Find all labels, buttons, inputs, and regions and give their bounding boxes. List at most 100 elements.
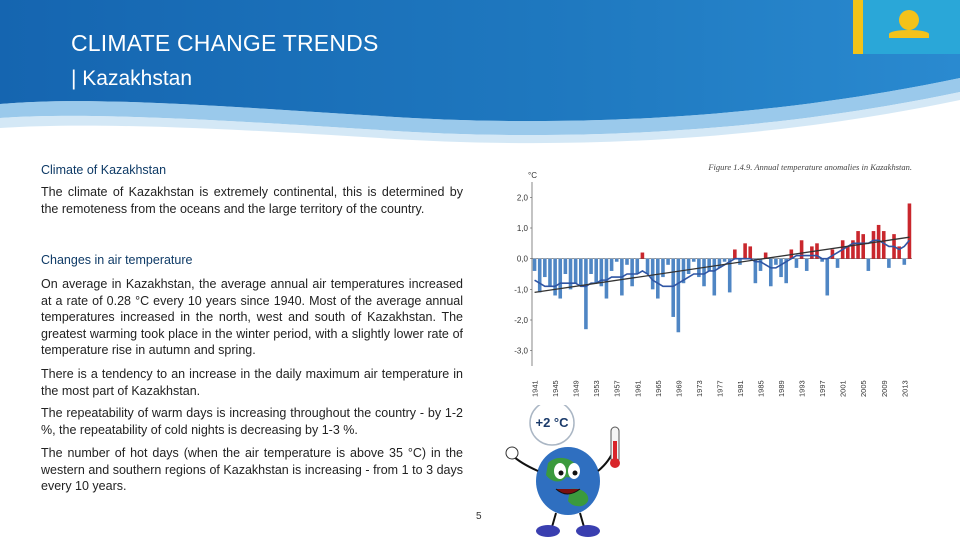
x-tick-label: 1981 [736, 380, 745, 397]
chart-bar [630, 258, 634, 287]
mascot-mouth-icon [555, 488, 581, 495]
globe-mascot-illustration: +2 °C [505, 405, 620, 537]
x-tick-label: 2005 [859, 380, 868, 397]
temperature-anomaly-chart: Figure 1.4.9. Annual temperature anomali… [514, 162, 912, 397]
temperature-badge-text: +2 °C [535, 415, 569, 430]
thermometer-mercury [613, 441, 617, 461]
chart-bar [799, 240, 804, 259]
mascot-legs [551, 512, 585, 528]
flag-ornament-strip [853, 0, 863, 54]
chart-bar [804, 258, 809, 271]
chart-bar [656, 258, 660, 299]
y-tick-label: 0,0 [517, 255, 529, 264]
header-wave [0, 0, 960, 144]
chart-y-unit-label: °C [528, 171, 537, 180]
paragraph-warm-days: The repeatability of warm days is increa… [41, 406, 463, 437]
y-tick-label: -3,0 [514, 347, 528, 356]
section-heading-climate: Climate of Kazakhstan [41, 163, 167, 177]
chart-bar [774, 258, 778, 265]
chart-bar [599, 258, 604, 287]
chart-bar [558, 258, 563, 299]
page-number: 5 [476, 511, 482, 522]
chart-bar [748, 246, 753, 259]
chart-bar [563, 258, 568, 274]
thermometer-bulb [610, 458, 620, 468]
x-tick-label: 1985 [757, 380, 766, 397]
chart-bar [584, 258, 588, 330]
chart-bar [640, 252, 645, 259]
paragraph-average-temperature: On average in Kazakhstan, the average an… [41, 277, 463, 357]
chart-bar [614, 258, 619, 262]
paragraph-climate: The climate of Kazakhstan is extremely c… [41, 185, 463, 216]
x-tick-label: 1957 [613, 380, 622, 397]
kazakhstan-flag-icon [863, 0, 960, 54]
chart-bar [830, 249, 835, 259]
chart-bar [537, 258, 542, 293]
chart-bar [784, 258, 788, 284]
globe-body-icon [536, 447, 600, 515]
chart-bar [589, 258, 593, 274]
chart-bar [851, 240, 855, 259]
y-tick-label: -1,0 [514, 285, 528, 294]
chart-bar [609, 258, 614, 271]
chart-bar [758, 258, 763, 271]
chart-bar [866, 258, 871, 271]
chart-bar [779, 258, 783, 278]
mascot-shoe-icon [536, 525, 560, 537]
chart-bar [810, 246, 814, 259]
x-tick-label: 1977 [715, 380, 724, 397]
chart-bar [881, 231, 886, 259]
x-tick-label: 1941 [531, 380, 540, 397]
y-tick-label: 2,0 [517, 193, 529, 202]
x-tick-label: 1949 [572, 380, 581, 397]
chart-bar [578, 258, 583, 287]
x-tick-label: 1961 [633, 380, 642, 397]
chart-bar [902, 258, 907, 265]
chart-bar [733, 249, 737, 259]
chart-bar [532, 258, 537, 271]
chart-bar [594, 258, 598, 284]
chart-bar [825, 258, 830, 296]
section-heading-air-temperature: Changes in air temperature [41, 253, 193, 267]
chart-bar [794, 258, 799, 268]
page-subtitle: | Kazakhstan [71, 67, 193, 90]
x-tick-label: 2001 [839, 380, 848, 397]
chart-bar [686, 258, 691, 274]
chart-bar [861, 234, 866, 259]
chart-bar [604, 258, 609, 299]
chart-bar [712, 258, 717, 296]
chart-bar [897, 246, 901, 259]
paragraph-daily-maximum: There is a tendency to an increase in th… [41, 367, 463, 398]
x-tick-label: 1989 [777, 380, 786, 397]
x-tick-label: 1945 [551, 380, 560, 397]
chart-title: Figure 1.4.9. Annual temperature anomali… [707, 162, 912, 172]
chart-bar [763, 252, 768, 259]
chart-bar [871, 231, 876, 259]
x-tick-label: 2013 [900, 380, 909, 397]
chart-bar [907, 203, 912, 259]
flag-eagle-icon [889, 30, 929, 38]
chart-bar [707, 258, 711, 271]
chart-bar [671, 258, 676, 317]
chart-bar [702, 258, 706, 287]
x-tick-label: 1997 [818, 380, 827, 397]
chart-bar [691, 258, 696, 262]
y-tick-label: 1,0 [517, 224, 529, 233]
mascot-glove-icon [505, 446, 519, 460]
chart-bar [548, 258, 552, 287]
y-tick-label: -2,0 [514, 316, 528, 325]
page-title: CLIMATE CHANGE TRENDS [71, 30, 379, 56]
chart-bar [650, 258, 655, 290]
chart-bar [835, 258, 840, 268]
chart-bar [573, 258, 578, 284]
chart-bar [820, 258, 824, 262]
x-tick-label: 1953 [592, 380, 601, 397]
chart-bar [753, 258, 758, 284]
chart-bar [727, 258, 732, 293]
mascot-shoe-icon [576, 525, 600, 537]
chart-bar [635, 258, 640, 274]
header-banner: CLIMATE CHANGE TRENDS | Kazakhstan [0, 0, 960, 150]
chart-bar [887, 258, 891, 268]
chart-bar [543, 258, 547, 278]
x-tick-label: 1965 [654, 380, 663, 397]
